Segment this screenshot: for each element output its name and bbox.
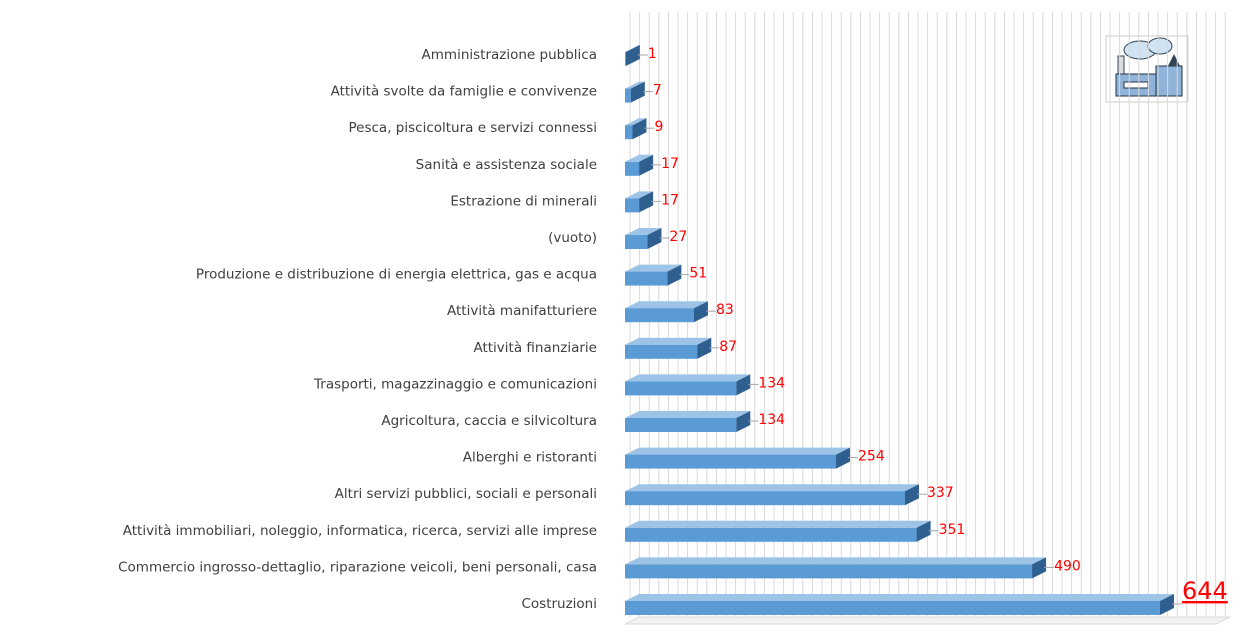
floor bbox=[625, 617, 1230, 624]
bar bbox=[625, 235, 647, 249]
bar-top bbox=[625, 411, 750, 418]
bar bbox=[625, 198, 639, 212]
data-label: 1 bbox=[648, 46, 657, 62]
data-label: 17 bbox=[661, 192, 679, 208]
bar bbox=[625, 491, 905, 505]
category-label: Sanità e assistenza sociale bbox=[416, 157, 597, 173]
data-label: 27 bbox=[669, 229, 687, 245]
category-label: Costruzioni bbox=[521, 596, 597, 612]
bar-top bbox=[625, 521, 931, 528]
bar-top bbox=[625, 594, 1174, 601]
data-label: 134 bbox=[758, 412, 785, 428]
bar bbox=[625, 564, 1032, 578]
bar bbox=[625, 308, 694, 322]
category-label: Attività finanziarie bbox=[473, 340, 597, 356]
data-label: 7 bbox=[653, 83, 662, 99]
data-label: 490 bbox=[1054, 558, 1081, 574]
data-label: 9 bbox=[654, 119, 663, 135]
bar-top bbox=[625, 484, 919, 491]
category-label: Commercio ingrosso-dettaglio, riparazion… bbox=[118, 559, 597, 575]
plot: Amministrazione pubblica 1 Attività svolte… bbox=[118, 12, 1230, 624]
data-label: 337 bbox=[927, 485, 954, 501]
category-label: Attività svolte da famiglie e convivenze bbox=[331, 84, 597, 100]
data-label: 644 bbox=[1182, 577, 1228, 605]
bar bbox=[625, 345, 697, 359]
icon bbox=[1106, 36, 1188, 102]
data-label: 51 bbox=[689, 266, 707, 282]
category-label: Produzione e distribuzione di energia el… bbox=[196, 267, 597, 283]
bar bbox=[625, 381, 736, 395]
bar bbox=[625, 162, 639, 176]
bar bbox=[625, 89, 631, 103]
data-label: 134 bbox=[758, 375, 785, 391]
bar bbox=[625, 455, 836, 469]
category-label: Attività manifatturiere bbox=[447, 303, 597, 319]
category-label: Altri servizi pubblici, sociali e person… bbox=[335, 486, 597, 502]
category-label: Agricoltura, caccia e silvicoltura bbox=[381, 413, 597, 429]
data-label: 87 bbox=[719, 339, 737, 355]
bar-top bbox=[625, 301, 708, 308]
data-label: 254 bbox=[858, 449, 885, 465]
bar-top bbox=[625, 374, 750, 381]
bar-top bbox=[625, 338, 711, 345]
category-label: Estrazione di minerali bbox=[450, 193, 597, 209]
chart: Amministrazione pubblica 1 Attività svolte… bbox=[0, 0, 1236, 626]
data-label: 17 bbox=[661, 156, 679, 172]
bar-top bbox=[625, 448, 850, 455]
bar-top bbox=[625, 557, 1046, 564]
category-label: Pesca, piscicoltura e servizi connessi bbox=[349, 120, 597, 136]
category-label: Alberghi e ristoranti bbox=[463, 450, 597, 466]
category-label: Attività immobiliari, noleggio, informat… bbox=[123, 523, 597, 539]
bar bbox=[625, 52, 626, 66]
category-label: Trasporti, magazzinaggio e comunicazioni bbox=[313, 376, 597, 392]
bar bbox=[625, 601, 1160, 615]
bar bbox=[625, 272, 667, 286]
category-label: Amministrazione pubblica bbox=[422, 47, 597, 63]
data-label: 351 bbox=[939, 522, 966, 538]
category-label: (vuoto) bbox=[548, 230, 597, 246]
bar bbox=[625, 528, 917, 542]
bar bbox=[625, 418, 736, 432]
bar bbox=[625, 125, 632, 139]
data-label: 83 bbox=[716, 302, 734, 318]
